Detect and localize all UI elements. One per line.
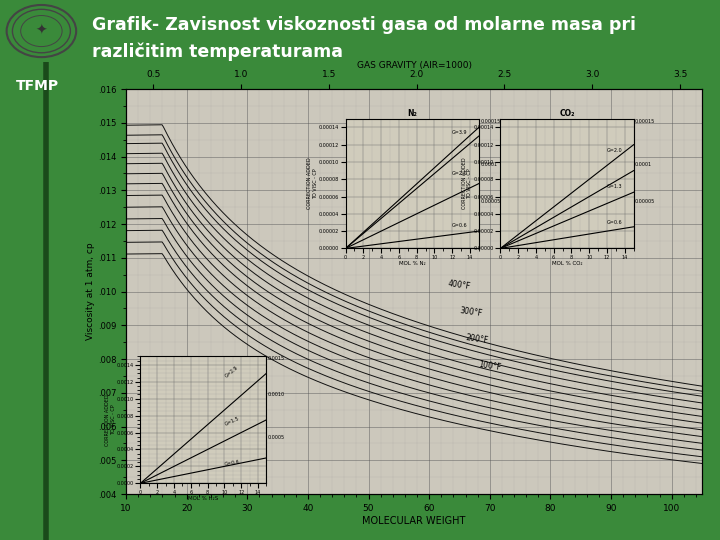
Text: G=2.0: G=2.0 [452,171,468,176]
Text: 0.00015: 0.00015 [635,119,655,124]
X-axis label: MOL % CO₂: MOL % CO₂ [552,261,582,266]
Text: G=2.9: G=2.9 [225,364,240,379]
X-axis label: MOLECULAR WEIGHT: MOLECULAR WEIGHT [362,516,466,525]
Text: G=0.6: G=0.6 [452,223,468,228]
Text: 0.0001: 0.0001 [480,161,498,166]
Y-axis label: CORRECTION ADDED
TO VISC - CP: CORRECTION ADDED TO VISC - CP [105,394,116,446]
X-axis label: MOL % N₂: MOL % N₂ [399,261,426,266]
Text: različitim temperaturama: različitim temperaturama [92,42,343,60]
Text: 0.0001: 0.0001 [635,161,652,166]
Text: 0.0010: 0.0010 [268,392,285,397]
Text: G=0.6: G=0.6 [607,220,623,225]
X-axis label: MOL % H₂S: MOL % H₂S [188,496,219,501]
Y-axis label: CORRECTION ADDED
TO VISC - CP: CORRECTION ADDED TO VISC - CP [307,158,318,210]
Title: CO₂: CO₂ [559,109,575,118]
Text: Grafik- Zavisnost viskoznosti gasa od molarne masa pri: Grafik- Zavisnost viskoznosti gasa od mo… [92,16,636,33]
Text: 0.0005: 0.0005 [268,435,285,440]
Text: 300°F: 300°F [459,307,483,319]
Text: 0.00005: 0.00005 [480,199,500,204]
Y-axis label: Viscosity at 1 atm, cp: Viscosity at 1 atm, cp [86,243,95,340]
Text: 0.00015: 0.00015 [480,119,500,124]
Text: 100°F: 100°F [477,361,501,373]
Text: G=2.0: G=2.0 [607,147,623,153]
Text: G=3.9: G=3.9 [452,130,468,136]
Text: G=1.3: G=1.3 [607,184,623,189]
Text: 0.0015: 0.0015 [268,356,285,361]
Text: 400°F: 400°F [447,279,472,291]
Text: 200°F: 200°F [466,334,490,346]
X-axis label: GAS GRAVITY (AIR=1000): GAS GRAVITY (AIR=1000) [356,60,472,70]
Text: ✦: ✦ [35,24,48,38]
Text: G=1.5: G=1.5 [225,416,240,427]
Text: G=0.6: G=0.6 [225,460,240,468]
Y-axis label: CORRECTION ADDED
TO VISC - CP: CORRECTION ADDED TO VISC - CP [462,158,472,210]
Title: N₂: N₂ [408,109,417,118]
Text: TFMP: TFMP [16,79,59,93]
Text: 0.00005: 0.00005 [635,199,655,204]
